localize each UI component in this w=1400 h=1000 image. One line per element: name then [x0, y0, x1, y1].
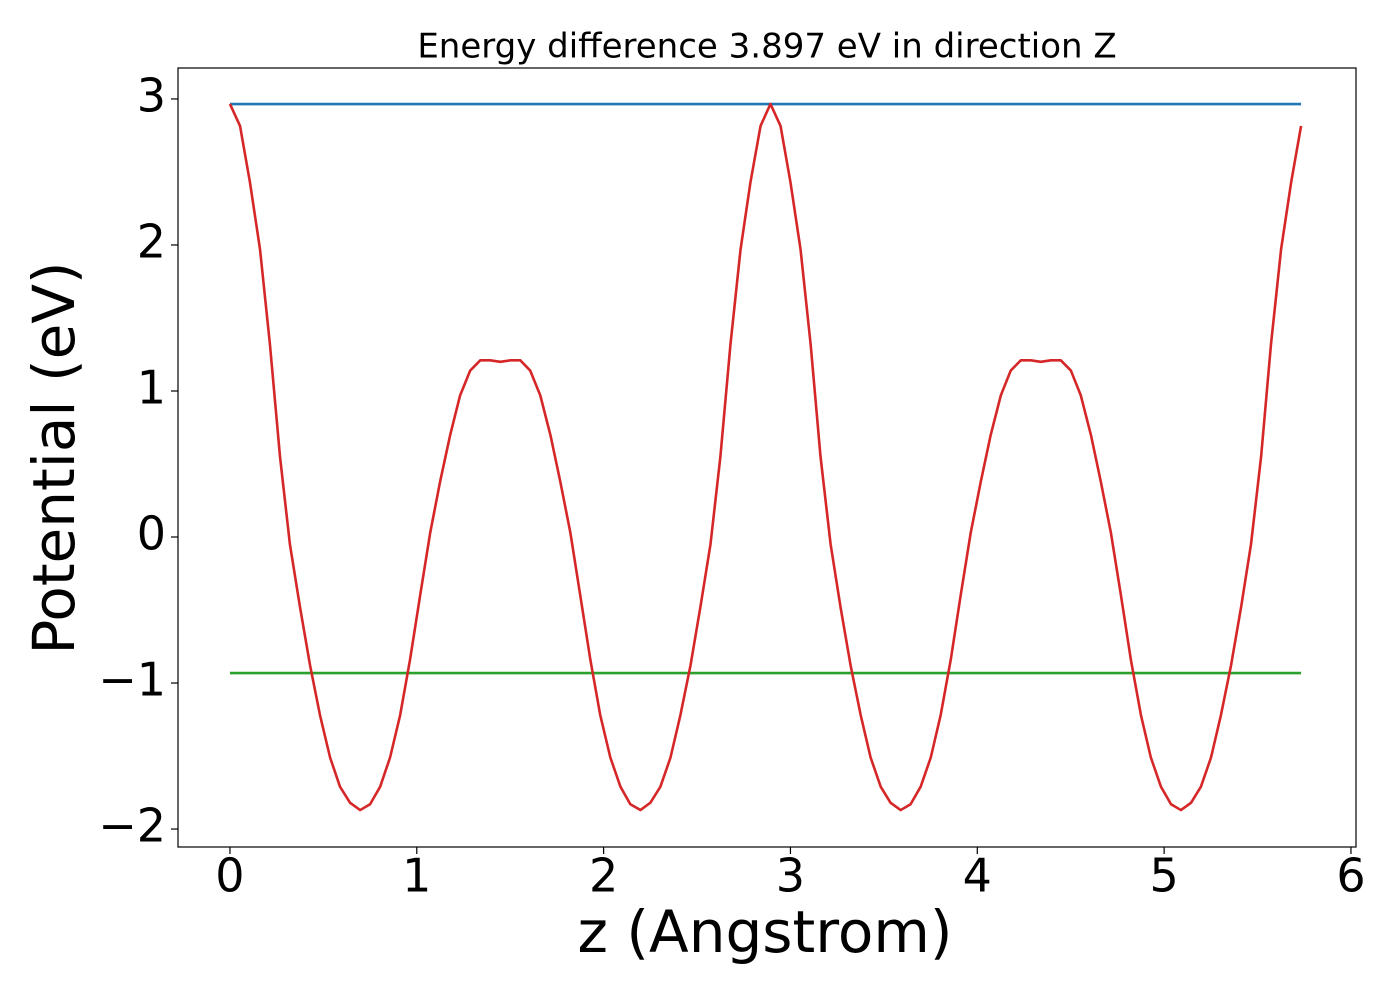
x-tick-label: 5: [1149, 849, 1178, 903]
y-axis-label: Potential (eV): [20, 261, 88, 654]
x-axis-label: z (Angstrom): [578, 898, 953, 966]
x-tick-label: 2: [589, 849, 618, 903]
y-tick-label: −2: [98, 799, 166, 853]
x-tick-label: 0: [215, 849, 244, 903]
x-tick-label: 6: [1336, 849, 1365, 903]
x-tick-label: 4: [963, 849, 992, 903]
x-tick-label: 3: [776, 849, 805, 903]
y-tick-label: 2: [137, 214, 166, 268]
line-series: [228, 102, 1303, 812]
y-tick-label: 0: [137, 507, 166, 561]
y-tick-label: 3: [137, 68, 166, 122]
y-tick-label: −1: [98, 653, 166, 707]
x-tick-label: 1: [402, 849, 431, 903]
chart-title: Energy difference 3.897 eV in direction …: [417, 27, 1116, 67]
y-tick-label: 1: [137, 360, 166, 414]
plot-frame: [177, 67, 1357, 848]
